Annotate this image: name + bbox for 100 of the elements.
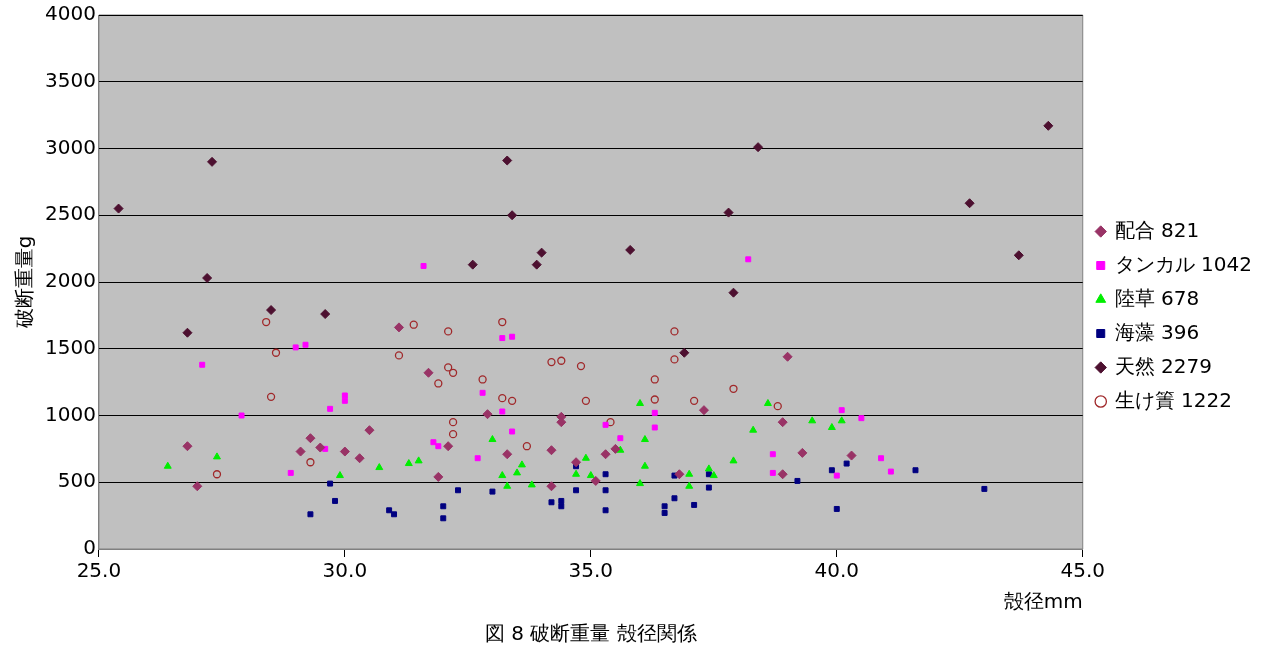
- point: [640, 435, 649, 443]
- point: [777, 417, 788, 428]
- point: [698, 405, 709, 416]
- point: [364, 425, 375, 436]
- x-tick-label: 40.0: [814, 558, 860, 583]
- point: [503, 481, 512, 489]
- point: [522, 442, 532, 451]
- point: [320, 309, 331, 320]
- point: [843, 460, 850, 467]
- point: [479, 389, 486, 396]
- point: [507, 210, 518, 221]
- point: [182, 441, 193, 452]
- point: [292, 344, 299, 351]
- point: [444, 327, 453, 336]
- point: [602, 471, 609, 478]
- y-tick-label: 2000: [44, 268, 96, 293]
- point: [386, 507, 393, 514]
- point: [773, 402, 782, 411]
- point: [502, 155, 513, 166]
- y-axis-title: 破断重量g: [12, 235, 37, 330]
- point: [443, 441, 454, 452]
- point: [573, 487, 580, 494]
- point: [602, 507, 609, 514]
- point: [661, 503, 668, 510]
- point: [546, 445, 557, 456]
- point: [327, 480, 334, 487]
- point: [531, 259, 542, 270]
- point: [455, 487, 461, 494]
- point: [833, 472, 840, 479]
- point: [430, 439, 437, 446]
- point: [838, 407, 845, 414]
- point: [498, 471, 507, 479]
- caption: 図 8 破断重量 殻径関係: [484, 621, 697, 646]
- point: [572, 469, 581, 477]
- point: [548, 499, 555, 506]
- point: [339, 446, 350, 457]
- point: [163, 461, 172, 469]
- point: [435, 443, 442, 450]
- point: [586, 471, 595, 479]
- point: [650, 375, 659, 384]
- point: [887, 468, 894, 475]
- point: [600, 449, 611, 460]
- point: [414, 456, 423, 464]
- point: [213, 452, 221, 460]
- x-tick-label: 25.0: [76, 558, 122, 583]
- point: [590, 475, 601, 486]
- legend-label: タンカル 1042: [1114, 251, 1253, 276]
- legend-label: 陸草 678: [1114, 285, 1200, 310]
- point: [509, 428, 516, 435]
- point: [651, 409, 658, 416]
- point: [448, 368, 458, 377]
- point: [728, 287, 739, 298]
- point: [691, 501, 698, 508]
- point: [808, 416, 817, 424]
- point: [266, 392, 276, 401]
- point: [507, 396, 517, 405]
- point: [797, 447, 808, 458]
- point: [354, 453, 365, 464]
- point: [315, 442, 326, 453]
- point: [489, 488, 496, 495]
- point: [536, 247, 547, 258]
- point: [527, 480, 536, 488]
- point: [199, 361, 206, 368]
- point: [444, 363, 453, 372]
- point: [440, 515, 447, 522]
- point: [670, 327, 679, 336]
- point: [828, 467, 835, 474]
- point: [729, 456, 738, 464]
- point: [650, 395, 659, 404]
- point: [617, 435, 624, 442]
- y-tick-label: 3000: [44, 134, 96, 159]
- point: [305, 433, 316, 444]
- point: [434, 379, 443, 388]
- point: [636, 479, 644, 487]
- point: [640, 461, 649, 469]
- point: [287, 469, 294, 476]
- point: [1043, 120, 1054, 131]
- point: [709, 471, 718, 479]
- point: [723, 207, 734, 218]
- point: [794, 477, 801, 484]
- point: [332, 497, 338, 504]
- point: [661, 509, 668, 516]
- point: [689, 396, 699, 405]
- point: [488, 435, 497, 443]
- legend-label: 天然 2279: [1114, 353, 1213, 378]
- point: [729, 384, 738, 393]
- point: [636, 398, 644, 406]
- x-tick-label: 35.0: [568, 558, 614, 583]
- point: [858, 415, 865, 422]
- point: [833, 505, 840, 512]
- point: [610, 443, 621, 454]
- legend-label: 配合 821: [1114, 217, 1200, 242]
- point: [651, 424, 658, 431]
- point: [769, 451, 776, 458]
- point: [749, 425, 758, 433]
- x-axis-title: 殻径mm: [1003, 589, 1083, 614]
- point: [581, 453, 590, 461]
- point: [266, 305, 277, 316]
- point: [327, 405, 334, 412]
- point: [478, 375, 487, 384]
